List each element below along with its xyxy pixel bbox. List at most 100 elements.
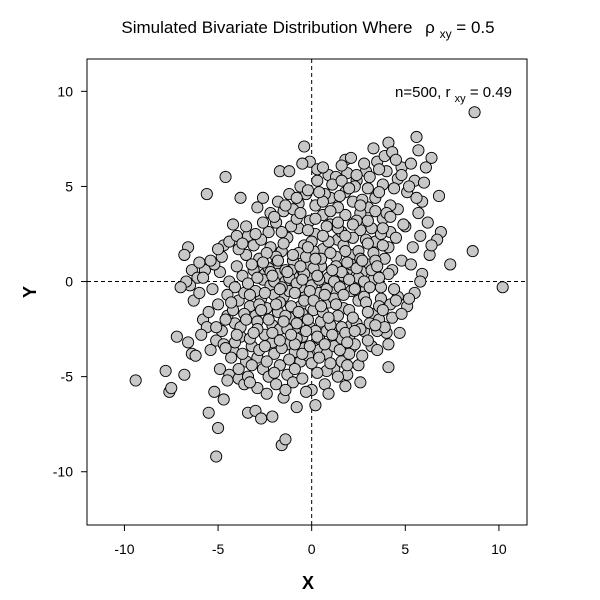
data-point [290,191,303,204]
data-point [212,421,225,435]
data-point [273,334,286,347]
correlation-annotation: n=500, r xy = 0.49 [395,84,512,106]
data-point [256,191,270,204]
data-point [270,378,283,391]
data-point [210,321,223,334]
data-point [369,319,382,332]
data-point [318,288,331,301]
data-point [249,227,262,241]
data-point [303,340,316,353]
data-point [245,258,258,271]
data-point [294,207,307,220]
data-point [236,237,249,250]
data-point [301,184,314,197]
data-point [444,258,457,271]
data-point [266,326,279,339]
data-point [373,163,386,176]
x-tick-label: -10 [114,541,134,557]
data-point [395,307,408,320]
data-point [388,182,401,195]
data-point [217,393,230,406]
data-point [210,450,223,463]
data-point [193,256,206,269]
data-point [292,305,305,319]
data-point [337,288,350,301]
data-point [296,347,309,360]
data-point [410,130,423,144]
data-point [322,311,335,324]
x-axis-title: X [302,573,314,593]
data-point [402,292,416,305]
data-point [241,277,255,290]
data-point [232,362,245,376]
data-point [371,343,384,357]
data-point [406,241,419,254]
data-point [311,330,324,343]
data-point [326,328,339,341]
data-point [363,281,376,294]
data-point [225,351,238,364]
data-point [208,385,221,398]
data-points [129,106,509,463]
data-point [298,140,311,153]
data-point [251,201,264,214]
data-point [414,275,427,288]
title-suffix: = 0.5 [456,18,494,37]
data-point [262,226,275,239]
data-point [230,328,243,341]
data-point [247,326,260,339]
data-point [350,168,363,182]
data-point [324,246,337,260]
data-point [228,281,241,294]
data-point [266,269,279,282]
data-point [421,216,434,229]
data-point [301,313,314,326]
data-point [129,374,142,387]
data-point [311,269,324,282]
data-point [255,304,268,317]
data-point [326,264,339,277]
title-subscript: xy [440,27,452,41]
data-point [240,313,253,326]
data-point [343,182,356,195]
data-point [213,362,226,376]
x-tick-label: 10 [491,541,507,557]
data-point [270,298,283,311]
data-point [356,254,369,267]
data-point [200,187,213,201]
data-point [243,376,256,389]
data-point [393,326,406,339]
data-point [219,170,232,183]
y-tick-label: 5 [65,178,73,194]
data-point [466,245,479,258]
data-point [226,218,240,231]
data-point [333,189,346,202]
data-point [346,218,359,231]
data-point [335,159,348,172]
data-point [335,174,348,187]
data-point [404,258,417,271]
data-point [286,248,300,261]
data-point [277,237,290,250]
data-point [197,271,210,284]
data-point [300,385,313,398]
data-point [361,214,374,227]
data-point [281,265,294,279]
data-point [382,338,395,351]
data-point [251,271,264,284]
data-point [279,199,292,212]
data-point [425,151,438,164]
data-point [341,256,354,269]
data-point [354,199,367,212]
data-point [206,283,219,296]
data-point [404,157,417,170]
data-point [329,298,343,311]
data-point [230,260,243,273]
data-point [296,157,309,170]
data-point [361,334,374,347]
annotation-prefix: n=500, r [395,84,450,101]
data-point [260,387,273,400]
data-point [262,313,275,326]
data-point [382,361,395,374]
data-point [204,254,217,267]
